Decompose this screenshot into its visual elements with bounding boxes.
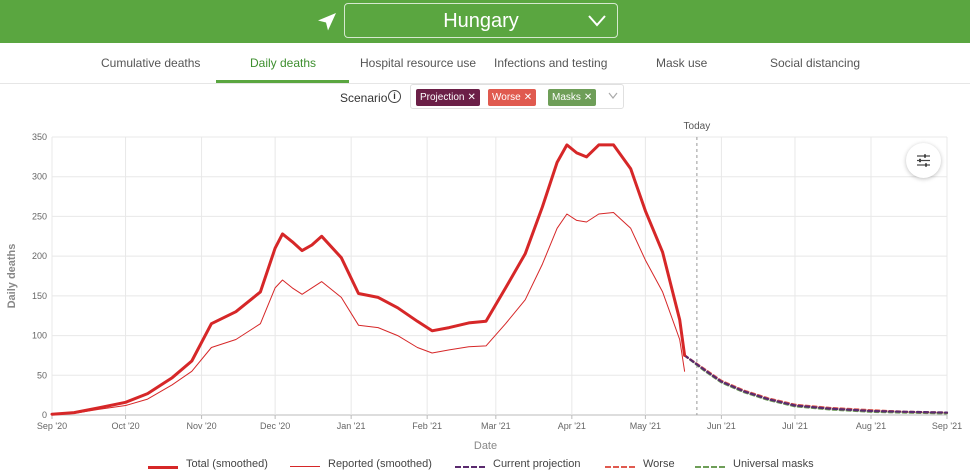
series-line-current-projection <box>683 354 949 414</box>
y-tick-label: 150 <box>32 291 47 301</box>
y-axis-title: Daily deaths <box>6 244 18 309</box>
close-icon[interactable]: ✕ <box>467 92 476 103</box>
y-tick-label: 200 <box>32 251 47 261</box>
x-tick-label: Dec '20 <box>260 421 290 431</box>
x-tick-label: Apr '21 <box>558 421 586 431</box>
chip-label: Projection <box>420 92 465 103</box>
active-tab-underline <box>216 80 349 83</box>
tab-social-distancing[interactable]: Social distancing <box>770 56 861 70</box>
info-icon[interactable]: i <box>388 90 401 103</box>
legend-swatch <box>695 466 725 468</box>
legend-label[interactable]: Universal masks <box>733 458 814 470</box>
x-tick-label: Sep '21 <box>932 421 962 431</box>
y-tick-label: 300 <box>32 172 47 182</box>
tab-infections-and-testing[interactable]: Infections and testing <box>494 56 608 70</box>
legend-label[interactable]: Total (smoothed) <box>186 458 268 470</box>
legend-swatch <box>455 466 485 468</box>
legend-label[interactable]: Worse <box>643 458 675 470</box>
legend-label[interactable]: Reported (smoothed) <box>328 458 432 470</box>
series-line-universal-masks <box>683 354 949 415</box>
scenario-label: Scenario <box>340 91 388 105</box>
chevron-down-icon[interactable] <box>608 92 618 100</box>
top-bar: Hungary <box>0 0 970 43</box>
tab-mask-use[interactable]: Mask use <box>656 56 708 70</box>
chart-settings-button[interactable] <box>906 143 941 178</box>
tab-hospital-resource-use[interactable]: Hospital resource use <box>360 56 477 70</box>
chart-legend: Total (smoothed) Reported (smoothed) Curre… <box>0 458 970 475</box>
location-arrow-icon[interactable] <box>316 11 338 33</box>
chip-label: Worse <box>492 92 521 103</box>
series-line-reported-smoothed <box>51 212 686 415</box>
x-tick-label: Sep '20 <box>37 421 67 431</box>
close-icon[interactable]: ✕ <box>583 92 593 103</box>
series-line-total-smoothed <box>50 143 687 416</box>
legend-swatch <box>148 466 178 469</box>
x-tick-label: May '21 <box>630 421 661 431</box>
chevron-down-icon <box>588 15 606 27</box>
x-tick-label: Jun '21 <box>707 421 736 431</box>
scenario-select[interactable]: Projection ✕ Worse ✕ Masks ✕ <box>410 84 624 109</box>
chip-label: Masks <box>552 92 581 103</box>
x-tick-label: Mar '21 <box>481 421 511 431</box>
country-select[interactable]: Hungary <box>344 3 618 38</box>
x-tick-label: Feb '21 <box>412 421 442 431</box>
tab-bar: Cumulative deaths Daily deaths Hospital … <box>0 43 970 84</box>
scenario-chip-worse[interactable]: Worse ✕ <box>488 89 537 106</box>
x-tick-label: Jul '21 <box>782 421 808 431</box>
legend-swatch <box>605 466 635 468</box>
today-label: Today <box>684 121 711 132</box>
y-tick-label: 250 <box>32 211 47 221</box>
x-tick-label: Aug '21 <box>856 421 886 431</box>
x-tick-label: Jan '21 <box>337 421 366 431</box>
x-axis-title: Date <box>474 440 497 452</box>
y-tick-label: 350 <box>32 132 47 142</box>
legend-label[interactable]: Current projection <box>493 458 581 470</box>
close-icon[interactable]: ✕ <box>523 92 533 103</box>
tab-daily-deaths[interactable]: Daily deaths <box>250 56 317 70</box>
daily-deaths-chart: 0 50 100 150 200 250 300 350 Sep '20 Oct '20 Nov '… <box>6 121 962 452</box>
y-tick-label: 100 <box>32 331 47 341</box>
country-name: Hungary <box>443 10 519 32</box>
legend-swatch <box>290 466 320 467</box>
scenario-chip-masks[interactable]: Masks ✕ <box>548 89 597 106</box>
x-tick-label: Oct '20 <box>111 421 139 431</box>
sliders-icon <box>917 154 930 167</box>
tab-cumulative-deaths[interactable]: Cumulative deaths <box>101 56 201 70</box>
y-tick-label: 0 <box>42 410 47 420</box>
y-tick-label: 50 <box>37 370 47 380</box>
scenario-chip-projection[interactable]: Projection ✕ <box>416 89 480 106</box>
x-tick-label: Nov '20 <box>186 421 216 431</box>
